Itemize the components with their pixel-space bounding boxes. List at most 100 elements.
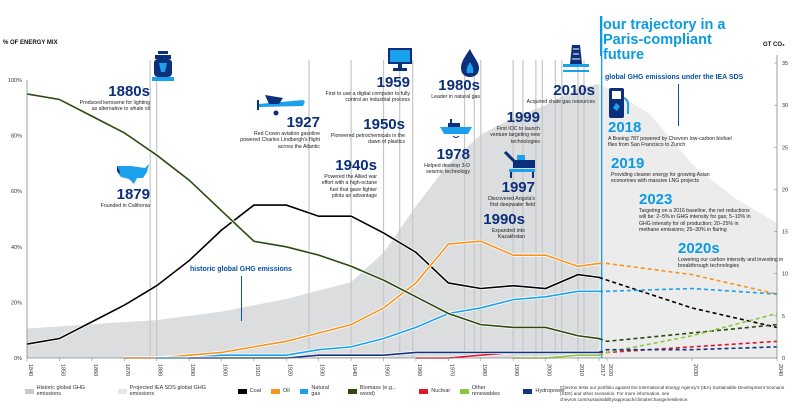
annotation-2010s: 2010s Acquired shale gas resources bbox=[526, 82, 595, 106]
fuel-pump-icon bbox=[609, 88, 630, 118]
series-projection-oil bbox=[599, 262, 778, 295]
survey-ship-icon bbox=[440, 119, 472, 138]
legend-item: Other renewables bbox=[460, 385, 513, 397]
y2-tick-label: 15 bbox=[782, 230, 788, 236]
y-tick-label: 60% bbox=[11, 189, 22, 195]
x-tick-label: 2030 bbox=[692, 364, 698, 376]
legend-item: Natural gas bbox=[299, 385, 338, 397]
legend-swatch bbox=[118, 388, 127, 394]
annotation-1997: 1997 Discovered Angola's first deepwater … bbox=[488, 179, 535, 209]
series-projection-other-renewables bbox=[598, 312, 778, 356]
y2-tick-label: 30 bbox=[782, 103, 788, 109]
legend-item: Historic global GHG emissions bbox=[25, 385, 108, 397]
historic-emissions-area bbox=[27, 84, 599, 359]
x-tick-label: 1910 bbox=[254, 364, 260, 376]
x-tick-label: 1950 bbox=[384, 364, 390, 376]
legend-swatch bbox=[237, 388, 247, 394]
annotation-2018: 2018 A Boeing 787 powered by Chevron low-… bbox=[608, 119, 732, 149]
y2-tick-label: 25 bbox=[782, 145, 788, 151]
x-tick-label: 2017 bbox=[599, 364, 605, 376]
annotation-2020s: 2020s Lowering our carbon intensity and i… bbox=[678, 240, 784, 270]
legend-swatch bbox=[460, 388, 469, 394]
legend-item: Projected IEA SDS global GHG emissions bbox=[118, 385, 228, 397]
y2-tick-label: 10 bbox=[782, 272, 788, 278]
annotation-1927: 1927 Red Crown aviation gasoline powered … bbox=[240, 114, 320, 150]
legend-item: Nuclear bbox=[419, 388, 450, 394]
legend-item: Oil bbox=[271, 388, 290, 394]
x-tick-label: 2040 bbox=[777, 364, 783, 376]
legend-swatch bbox=[523, 388, 533, 394]
lantern-icon bbox=[152, 51, 174, 81]
x-tick-label: 1990 bbox=[513, 364, 519, 376]
projected-emissions-callout: global GHG emissions under the IEA SDS bbox=[605, 74, 744, 81]
annotation-1990s: 1990s Expanded into Kazakhstan bbox=[483, 211, 525, 241]
x-tick-label: 1980 bbox=[481, 364, 487, 376]
series-projection-biomass-e-g-wood- bbox=[598, 323, 778, 343]
historic-emissions-callout: historic global GHG emissions bbox=[190, 266, 292, 273]
x-tick-label: 1970 bbox=[448, 364, 454, 376]
gas-flame-icon bbox=[461, 49, 479, 77]
x-tick-label: 2000 bbox=[546, 364, 552, 376]
drilling-rig-icon bbox=[563, 45, 589, 72]
series-projection-coal bbox=[598, 276, 778, 329]
annotation-1880s: 1880s Produced kerosene for lighting as a… bbox=[79, 83, 150, 113]
x-tick-label: 2010 bbox=[578, 364, 584, 376]
x-tick-label: 1920 bbox=[286, 364, 292, 376]
legend-swatch bbox=[25, 388, 34, 394]
annotation-1940s: 1940s Powered the Allied war effort with … bbox=[321, 157, 377, 200]
y2-tick-label: 0 bbox=[782, 356, 785, 362]
legend-item: Coal bbox=[237, 388, 261, 394]
x-tick-label: 1890 bbox=[189, 364, 195, 376]
annotation-1980s: 1980s Leader in natural gas bbox=[431, 77, 480, 101]
y2-tick-label: 5 bbox=[782, 314, 785, 320]
x-tick-label: 2020 bbox=[607, 364, 613, 376]
annotation-1978: 1978 Helped develop 3-D seismic technolog… bbox=[424, 146, 470, 176]
airplane-icon bbox=[257, 95, 305, 116]
x-tick-label: 1850 bbox=[59, 364, 65, 376]
right-axis-label: GT CO₂ bbox=[763, 42, 785, 48]
series-line-oil bbox=[124, 240, 600, 359]
series-line-biomass-e-g-wood- bbox=[26, 93, 600, 340]
legend-swatch bbox=[348, 388, 357, 394]
legend-item: Biomass (e.g., wood) bbox=[348, 385, 409, 397]
computer-monitor-icon bbox=[388, 48, 412, 71]
footnote: Chevron tests our portfolio against the … bbox=[560, 385, 785, 402]
annotation-1950s: 1950s Pioneered petrochemicals in the daw… bbox=[330, 116, 405, 146]
x-tick-label: 1940 bbox=[351, 364, 357, 376]
y2-tick-label: 20 bbox=[782, 187, 788, 193]
series-line-natural-gas bbox=[156, 290, 599, 359]
legend-swatch bbox=[271, 388, 280, 394]
title-accent-bar bbox=[600, 16, 602, 56]
annotation-2019: 2019 Providing cleaner energy for growing… bbox=[611, 155, 710, 185]
x-tick-label: 1870 bbox=[124, 364, 130, 376]
y-tick-label: 20% bbox=[11, 300, 22, 306]
x-tick-label: 1880 bbox=[157, 364, 163, 376]
projected-arrow bbox=[678, 84, 679, 126]
offshore-platform-icon bbox=[503, 150, 535, 178]
page-title: our trajectory in a Paris-compliant futu… bbox=[603, 17, 726, 63]
legend-item: Hydropower bbox=[523, 388, 565, 394]
y-tick-label: 100% bbox=[8, 78, 22, 84]
annotation-1879: 1879 Founded in California bbox=[100, 186, 150, 210]
series-projection-hydropower bbox=[598, 346, 778, 354]
annotation-2023: 2023 Targeting on a 2016 baseline, the ne… bbox=[639, 191, 751, 234]
legend-swatch bbox=[419, 388, 429, 394]
x-tick-label: 1900 bbox=[221, 364, 227, 376]
x-tick-label: 1840 bbox=[27, 364, 33, 376]
y-tick-label: 80% bbox=[11, 134, 22, 140]
x-tick-label: 1960 bbox=[416, 364, 422, 376]
x-tick-label: 1930 bbox=[319, 364, 325, 376]
annotation-1959: 1959 First to use a digital computer to f… bbox=[325, 74, 410, 104]
x-tick-label: 1860 bbox=[92, 364, 98, 376]
series-line-coal bbox=[26, 204, 600, 345]
historic-arrow bbox=[241, 276, 242, 321]
y2-tick-label: 35 bbox=[782, 61, 788, 67]
y-tick-label: 40% bbox=[11, 245, 22, 251]
left-axis-label: % OF ENERGY MIX bbox=[3, 40, 58, 46]
usa-map-icon bbox=[117, 164, 149, 184]
annotation-1999: 1999 First IOC to launch venture targetin… bbox=[490, 109, 540, 145]
y-tick-label: 0% bbox=[14, 356, 22, 362]
chart-legend: Historic global GHG emissions Projected … bbox=[25, 385, 565, 397]
series-projection-natural-gas bbox=[599, 287, 778, 295]
